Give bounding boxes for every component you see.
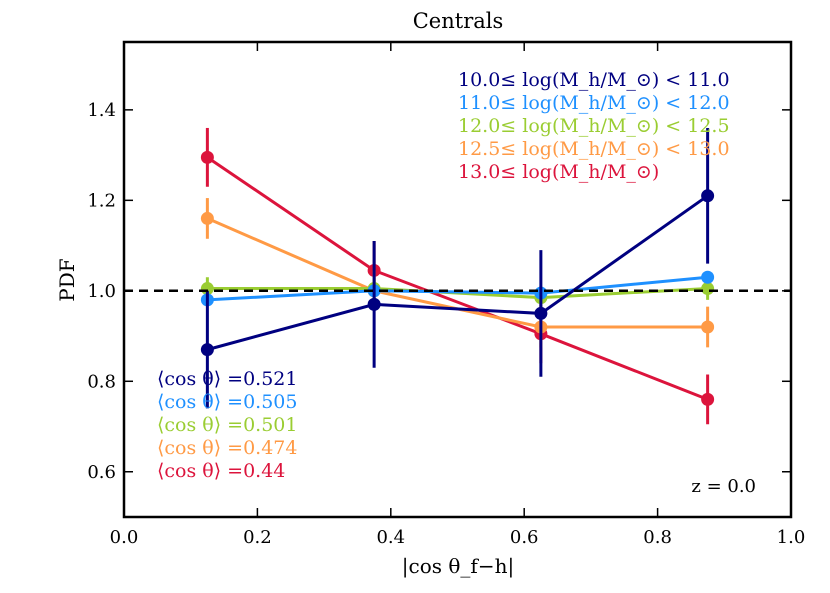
x-tick-label: 0.0: [110, 527, 139, 548]
chart-title: Centrals: [413, 9, 504, 33]
legend-entry: 13.0≤ log(M_h/M_⊙): [458, 161, 659, 183]
plot-frame: [122, 40, 793, 519]
y-tick-label: 0.8: [87, 371, 116, 392]
axis-ticks: 0.0 0.2 0.4 0.6 0.8 1.0 0.6 0.8 1.0 1.2 1.4: [87, 42, 805, 548]
y-tick-label: 0.6: [87, 462, 116, 483]
legend-entry: 11.0≤ log(M_h/M_⊙) < 12.0: [458, 92, 730, 114]
data-point: [701, 392, 715, 406]
legend-entry: 10.0≤ log(M_h/M_⊙) < 11.0: [458, 69, 730, 91]
series-line: [206, 194, 709, 352]
data-point: [701, 270, 715, 284]
x-tick-label: 0.4: [376, 527, 405, 548]
data-point: [367, 297, 381, 311]
mean-cos-label: ⟨cos θ⟩ =0.521: [157, 368, 298, 390]
data-point: [200, 343, 214, 357]
data-point: [701, 189, 715, 203]
mean-cos-label: ⟨cos θ⟩ =0.501: [157, 414, 298, 436]
x-tick-label: 0.6: [510, 527, 539, 548]
y-tick-label: 1.4: [87, 100, 116, 121]
data-point: [200, 211, 214, 225]
mean-labels: ⟨cos θ⟩ =0.521⟨cos θ⟩ =0.505⟨cos θ⟩ =0.5…: [157, 368, 298, 482]
mean-cos-label: ⟨cos θ⟩ =0.474: [157, 437, 298, 459]
mean-cos-label: ⟨cos θ⟩ =0.505: [157, 391, 298, 413]
mean-cos-label: ⟨cos θ⟩ =0.44: [157, 460, 285, 482]
series-line: [206, 217, 708, 329]
x-tick-label: 1.0: [777, 527, 806, 548]
x-tick-label: 0.2: [243, 527, 272, 548]
data-point: [534, 306, 548, 320]
y-tick-label: 1.0: [87, 281, 116, 302]
data-point: [200, 150, 214, 164]
data-point: [701, 320, 715, 334]
x-tick-label: 0.8: [643, 527, 672, 548]
y-tick-label: 1.2: [87, 190, 116, 211]
x-axis-label: |cos θ_f−h|: [402, 554, 514, 579]
data-point: [701, 282, 715, 296]
series-group: [124, 127, 791, 425]
legend-entry: 12.5≤ log(M_h/M_⊙) < 13.0: [458, 138, 730, 160]
z-annotation: z = 0.0: [691, 476, 756, 497]
y-axis-label: PDF: [55, 258, 79, 301]
legend: 10.0≤ log(M_h/M_⊙) < 11.011.0≤ log(M_h/M…: [458, 69, 730, 183]
series-line: [206, 156, 709, 401]
legend-entry: 12.0≤ log(M_h/M_⊙) < 12.5: [458, 115, 730, 137]
